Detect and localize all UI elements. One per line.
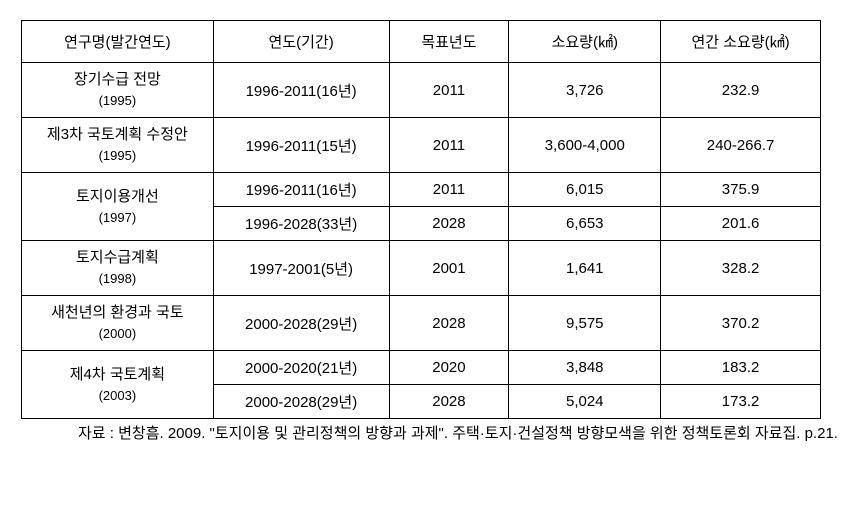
table-cell: 2020 (389, 351, 509, 385)
table-row: 제4차 국토계획(2003)2000-2020(21년)20203,848183… (22, 351, 821, 385)
table-header-cell: 연구명(발간연도) (22, 21, 214, 63)
study-name: 제3차 국토계획 수정안 (47, 126, 188, 143)
table-header-cell: 소요량(㎢) (509, 21, 661, 63)
table-cell: 370.2 (661, 296, 821, 351)
table-cell: 3,848 (509, 351, 661, 385)
table-cell: 5,024 (509, 385, 661, 419)
table-cell: 1,641 (509, 241, 661, 296)
table-cell: 1996-2011(16년) (213, 63, 389, 118)
table-cell: 2028 (389, 296, 509, 351)
table-row: 토지수급계획 (1998) 1997-2001(5년)20011,641328.2 (22, 241, 821, 296)
table-header-cell: 연도(기간) (213, 21, 389, 63)
study-name-cell: 장기수급 전망 (1995) (22, 63, 214, 118)
table-row: 제3차 국토계획 수정안 (1995) 1996-2011(15년)20113,60… (22, 118, 821, 173)
study-name-cell: 제4차 국토계획 (2003) (22, 351, 214, 419)
table-cell: 2028 (389, 207, 509, 241)
table-cell: 1996-2011(15년) (213, 118, 389, 173)
study-year: (1998) (99, 271, 137, 286)
study-year: (1995) (99, 148, 137, 163)
study-name-cell: 제3차 국토계획 수정안 (1995) (22, 118, 214, 173)
table-cell: 6,653 (509, 207, 661, 241)
study-year: (2000) (99, 326, 137, 341)
citation-text: 자료 : 변창흠. 2009. "토지이용 및 관리정책의 방향과 과제". 주… (100, 423, 842, 446)
study-name: 제4차 국토계획 (70, 366, 165, 383)
table-row: 토지이용개선(1997)1996-2011(16년)20116,015375.9 (22, 173, 821, 207)
table-row: 새천년의 환경과 국토 (2000) 2000-2028(29년)20289,575… (22, 296, 821, 351)
study-name: 토지수급계획 (76, 249, 159, 266)
table-cell: 2011 (389, 173, 509, 207)
table-cell: 3,726 (509, 63, 661, 118)
study-name-cell: 새천년의 환경과 국토 (2000) (22, 296, 214, 351)
table-header-cell: 목표년도 (389, 21, 509, 63)
table-cell: 2000-2028(29년) (213, 385, 389, 419)
table-cell: 328.2 (661, 241, 821, 296)
table-row: 장기수급 전망 (1995) 1996-2011(16년)20113,726232.… (22, 63, 821, 118)
table-cell: 3,600-4,000 (509, 118, 661, 173)
study-name-cell: 토지수급계획 (1998) (22, 241, 214, 296)
table-cell: 201.6 (661, 207, 821, 241)
table-cell: 1996-2011(16년) (213, 173, 389, 207)
table-cell: 2000-2020(21년) (213, 351, 389, 385)
table-cell: 2000-2028(29년) (213, 296, 389, 351)
table-cell: 2001 (389, 241, 509, 296)
table-cell: 240-266.7 (661, 118, 821, 173)
table-header-cell: 연간 소요량(㎢) (661, 21, 821, 63)
data-table: 연구명(발간연도)연도(기간)목표년도소요량(㎢)연간 소요량(㎢) 장기수급 … (21, 20, 821, 419)
study-name-cell: 토지이용개선 (1997) (22, 173, 214, 241)
study-name: 장기수급 전망 (74, 71, 161, 88)
table-cell: 2028 (389, 385, 509, 419)
table-cell: 1997-2001(5년) (213, 241, 389, 296)
table-cell: 1996-2028(33년) (213, 207, 389, 241)
table-cell: 2011 (389, 63, 509, 118)
table-cell: 6,015 (509, 173, 661, 207)
table-cell: 183.2 (661, 351, 821, 385)
table-cell: 2011 (389, 118, 509, 173)
study-year: (2003) (99, 388, 137, 403)
table-header-row: 연구명(발간연도)연도(기간)목표년도소요량(㎢)연간 소요량(㎢) (22, 21, 821, 63)
table-cell: 375.9 (661, 173, 821, 207)
table-cell: 173.2 (661, 385, 821, 419)
table-cell: 232.9 (661, 63, 821, 118)
study-name: 새천년의 환경과 국토 (51, 304, 184, 321)
study-year: (1995) (99, 93, 137, 108)
study-name: 토지이용개선 (76, 188, 159, 205)
table-cell: 9,575 (509, 296, 661, 351)
study-year: (1997) (99, 210, 137, 225)
